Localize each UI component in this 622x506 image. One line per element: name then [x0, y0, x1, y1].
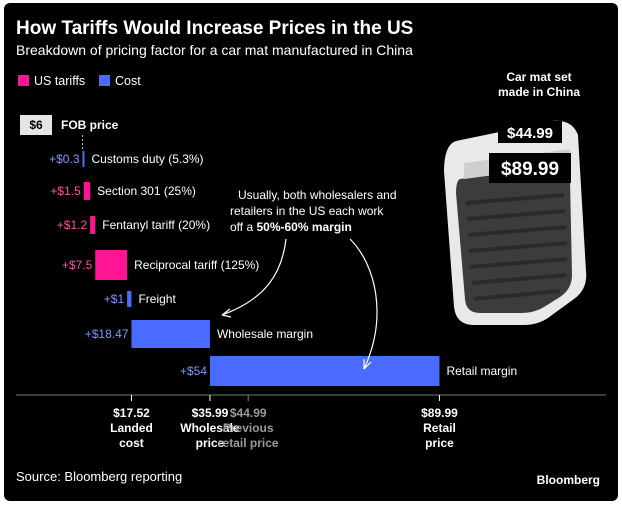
bar-name-label: Retail margin — [446, 364, 517, 378]
chart-subtitle: Breakdown of pricing factor for a car ma… — [16, 42, 413, 58]
annotation-arrowhead-wholesale — [221, 308, 232, 318]
bar-name-label: Reciprocal tariff (125%) — [134, 258, 259, 272]
legend-label-cost: Cost — [115, 74, 141, 88]
bar-7 — [131, 320, 210, 348]
margin-annotation: Usually, both wholesalers and retailers … — [221, 188, 397, 370]
bar-4 — [90, 216, 96, 234]
chart-title: How Tariffs Would Increase Prices in the… — [16, 18, 413, 39]
bar-2 — [82, 151, 85, 167]
bar-name-label: FOB price — [61, 118, 119, 132]
bar-name-label: Customs duty (5.3%) — [92, 152, 204, 166]
annotation-line-2: retailers in the US each work — [230, 204, 384, 218]
x-axis-tick-label: $35.99 — [192, 406, 229, 420]
bar-value-label: +$0.3 — [49, 152, 80, 166]
x-axis-caption: Landed — [110, 421, 153, 435]
legend-swatch-tariffs — [18, 75, 29, 86]
product-title-line-2: made in China — [498, 85, 580, 99]
x-axis-tick-label: $17.52 — [113, 406, 150, 420]
x-axis-tick-label: $89.99 — [421, 406, 458, 420]
legend: US tariffs Cost — [18, 74, 141, 88]
bar-name-label: Wholesale margin — [217, 327, 313, 341]
annotation-line-3: off a 50%-60% margin — [230, 220, 352, 234]
bar-value-label: $6 — [29, 118, 43, 132]
bar-8 — [209, 356, 440, 386]
bar-value-label: +$1.5 — [50, 184, 81, 198]
bar-1 — [20, 115, 52, 135]
annotation-arrowhead-retail — [363, 359, 372, 370]
chart-frame: How Tariffs Would Increase Prices in the… — [4, 3, 618, 501]
bar-value-label: +$1.2 — [57, 218, 88, 232]
waterfall-bars: $6 FOB price +$0.3 Customs duty (5.3%) +$1.5… — [20, 115, 517, 386]
x-axis-caption: cost — [119, 436, 144, 450]
annotation-line-1: Usually, both wholesalers and — [238, 188, 397, 202]
x-axis-tick-label: $44.99 — [230, 406, 267, 420]
bar-name-label: Section 301 (25%) — [97, 184, 196, 198]
bar-5 — [95, 250, 128, 280]
bar-6 — [127, 291, 132, 307]
new-price: $89.99 — [501, 159, 559, 180]
legend-swatch-cost — [99, 75, 110, 86]
bar-name-label: Freight — [138, 292, 176, 306]
new-price-tag — [489, 153, 571, 183]
old-price-tag — [498, 121, 562, 143]
bar-value-label: +$54 — [180, 364, 207, 378]
bar-name-label: Fentanyl tariff (20%) — [102, 218, 210, 232]
bloomberg-logo: Bloomberg — [537, 473, 600, 487]
bar-value-label: +$18.47 — [85, 327, 129, 341]
x-axis-caption: price — [425, 436, 454, 450]
x-axis-caption: Previous — [223, 421, 274, 435]
x-axis-caption: Retail — [423, 421, 456, 435]
bar-value-label: +$1 — [104, 292, 125, 306]
chart-canvas: How Tariffs Would Increase Prices in the… — [16, 18, 606, 487]
bar-3 — [83, 182, 91, 200]
x-axis-caption: price — [196, 436, 225, 450]
x-axis-caption: Wholesale — [180, 421, 240, 435]
car-mat-ridges — [465, 193, 568, 301]
old-price: $44.99 — [507, 125, 553, 142]
car-mat-image — [444, 120, 587, 326]
x-axis-marks: $17.52Landedcost$35.99Wholesaleprice$44.… — [110, 395, 458, 450]
source-note: Source: Bloomberg reporting — [16, 469, 182, 484]
annotation-arrow-wholesale — [221, 238, 287, 316]
product-title-line-1: Car mat set — [506, 70, 571, 84]
x-axis-caption: retail price — [218, 436, 279, 450]
bar-value-label: +$7.5 — [62, 258, 93, 272]
legend-label-tariffs: US tariffs — [34, 74, 85, 88]
annotation-arrow-retail — [349, 238, 378, 370]
